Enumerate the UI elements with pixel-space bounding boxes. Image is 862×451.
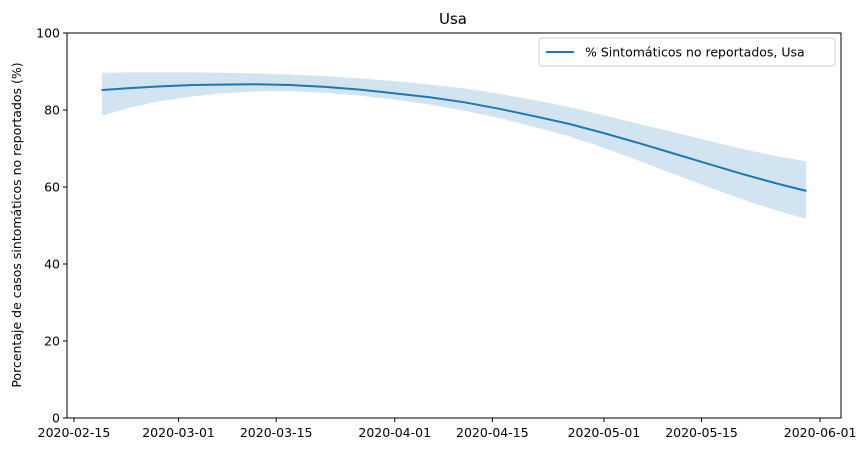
chart-title: Usa [439, 10, 467, 28]
x-tick-label: 2020-03-15 [240, 425, 313, 440]
data-point [603, 132, 605, 134]
data-point [129, 87, 131, 89]
y-tick-label: 60 [44, 180, 60, 195]
series-line [101, 83, 807, 192]
x-tick-label: 2020-06-01 [784, 425, 857, 440]
data-point [324, 86, 326, 88]
data-point [429, 96, 431, 98]
legend: % Sintomáticos no reportados, Usa [538, 37, 836, 67]
data-point [533, 115, 535, 117]
x-axis: 2020-02-15 2020-03-01 2020-03-15 2020-04-01… [38, 418, 857, 440]
data-point [742, 173, 745, 175]
data-point [101, 89, 103, 91]
y-tick-label: 100 [36, 26, 60, 41]
x-tick-label: 2020-05-01 [568, 425, 641, 440]
y-tick-label: 20 [44, 334, 60, 349]
y-tick-label: 40 [44, 257, 60, 272]
data-point [777, 183, 779, 185]
data-point [219, 84, 221, 86]
y-tick-label: 80 [44, 103, 60, 118]
legend-box [538, 37, 836, 67]
data-point [359, 89, 361, 91]
y-axis-label: Porcentaje de casos sintomáticos no repo… [9, 62, 24, 387]
data-point [498, 108, 500, 110]
x-tick-label: 2020-04-01 [358, 425, 431, 440]
plot-frame [66, 32, 842, 419]
data-point [254, 83, 256, 85]
x-tick-label: 2020-04-15 [456, 425, 529, 440]
data-point [463, 101, 466, 103]
data-point [191, 84, 194, 86]
data-point [673, 152, 675, 155]
data-point [707, 163, 710, 165]
data-point [157, 85, 159, 88]
x-tick-label: 2020-05-15 [665, 425, 738, 440]
data-point [394, 92, 396, 94]
legend-label: % Sintomáticos no reportados, Usa [585, 45, 805, 60]
plot-area [101, 72, 807, 219]
data-point [638, 142, 640, 144]
y-tick-label: 0 [52, 411, 60, 426]
series-points [101, 83, 807, 192]
x-tick-label: 2020-03-01 [142, 425, 215, 440]
data-point [805, 190, 807, 192]
y-axis: 0 20 40 60 80 100 [36, 26, 67, 426]
data-point [289, 84, 291, 86]
x-tick-label: 2020-02-15 [38, 425, 111, 440]
data-point [568, 123, 570, 125]
